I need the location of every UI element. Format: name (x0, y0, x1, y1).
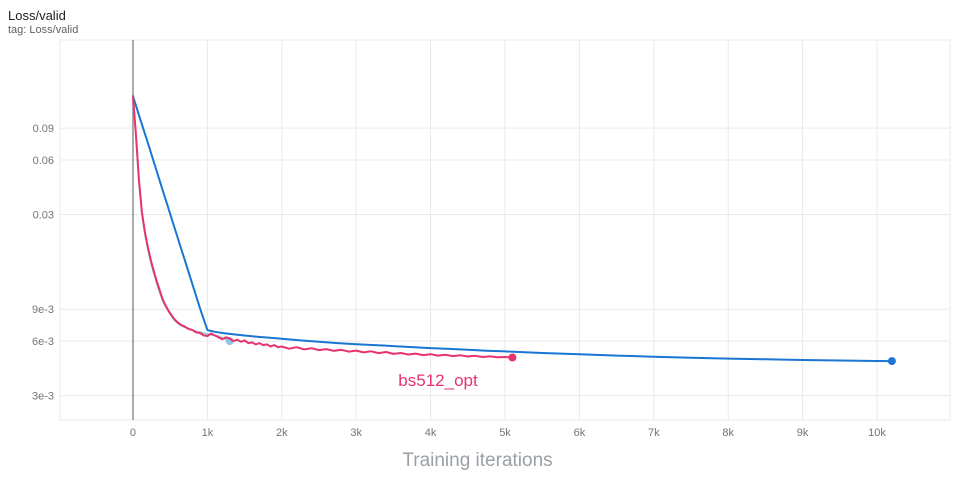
series-label-run-pink: bs512_opt (398, 371, 478, 390)
series-line-run-pink[interactable] (132, 95, 514, 359)
x-tick-label: 0 (130, 427, 136, 439)
x-tick-label: 8k (722, 427, 734, 439)
series-line-run-blue[interactable] (132, 95, 893, 363)
y-tick-label: 0.06 (33, 155, 54, 167)
y-tick-label: 6e-3 (32, 336, 54, 348)
chart-header: Loss/valid tag: Loss/valid (8, 8, 78, 37)
x-tick-label: 3k (350, 427, 362, 439)
x-tick-label: 10k (868, 427, 886, 439)
y-tick-label: 0.03 (33, 210, 54, 222)
series-endpoint-dot-run-blue[interactable] (887, 357, 896, 366)
x-tick-label: 9k (797, 427, 809, 439)
x-tick-label: 1k (202, 427, 214, 439)
x-tick-label: 6k (574, 427, 586, 439)
x-tick-label: 2k (276, 427, 288, 439)
x-tick-label: 4k (425, 427, 437, 439)
chart-tag: tag: Loss/valid (8, 24, 79, 36)
y-tick-label: 3e-3 (32, 391, 54, 403)
y-tick-label: 9e-3 (32, 304, 54, 316)
series-endpoint-dot-run-pink[interactable] (508, 353, 517, 362)
y-tick-label: 0.09 (33, 123, 54, 135)
x-axis-title: Training iterations (402, 450, 553, 471)
x-tick-label: 7k (648, 427, 660, 439)
chart-title: Loss/valid (8, 8, 66, 23)
x-tick-label: 5k (499, 427, 511, 439)
series-line-run-lightblue[interactable] (132, 95, 231, 342)
